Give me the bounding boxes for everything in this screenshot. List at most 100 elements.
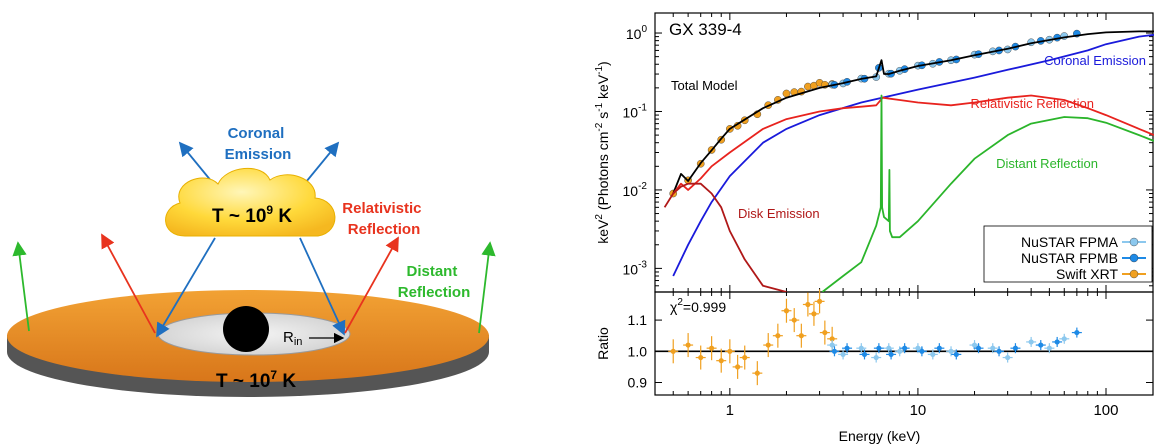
- ratio-data-point: [822, 329, 828, 336]
- ratio-data-point: [996, 348, 1002, 354]
- annotation-distant: Distant Reflection: [996, 156, 1098, 171]
- ratio-axis-label: Ratio: [595, 327, 611, 360]
- ratio-y-tick-label: 1.0: [628, 343, 648, 359]
- ratio-data-point: [709, 345, 715, 351]
- ratio-data-point: [1028, 339, 1034, 345]
- relativistic-reflection-label: Relativistic Reflection: [342, 200, 425, 238]
- y-tick-label: 100: [626, 24, 648, 42]
- ratio-data-point: [953, 351, 959, 358]
- ratio-y-tick-label: 0.9: [628, 375, 648, 391]
- y-tick-label: 10-3: [623, 259, 648, 277]
- distant-arrow-right: [478, 241, 496, 334]
- chi-square-label: χ2=0.999: [670, 297, 726, 315]
- relativistic-arrow-left: [101, 233, 156, 334]
- legend-label: NuSTAR FPMA: [1021, 234, 1119, 250]
- ratio-data-point: [1054, 339, 1060, 345]
- ratio-data-point: [936, 345, 942, 351]
- ratio-data-point: [915, 345, 921, 351]
- ratio-data-point: [765, 342, 771, 348]
- distant-reflection-label: Distant Reflection: [398, 263, 471, 301]
- ratio-data-point: [742, 354, 748, 361]
- ratio-data-point: [670, 348, 676, 354]
- ratio-data-point: [783, 308, 790, 314]
- coronal-emission-arrow-left: [178, 141, 213, 183]
- ratio-data-point: [876, 345, 882, 351]
- ratio-data-point: [930, 351, 936, 358]
- ratio-data-point: [1061, 336, 1067, 342]
- upper-panel-plot: [663, 29, 1154, 292]
- spectrum-chart: 1 10 100 Energy (keV) 100 10-1 10-2 10-3 keV2 (P…: [594, 12, 1154, 444]
- ratio-data-point: [735, 364, 741, 370]
- coronal-emission-arrow-right: [305, 141, 340, 183]
- legend-label: Swift XRT: [1056, 266, 1118, 282]
- ratio-data-point: [718, 358, 724, 364]
- y-axis-label: keV2 (Photons cm-2 s-1 keV-1): [594, 61, 611, 243]
- ratio-data-point: [873, 354, 879, 361]
- annotation-total: Total Model: [671, 78, 738, 93]
- ratio-data-point: [975, 345, 982, 351]
- x-tick-label: 1: [726, 402, 734, 419]
- corona-cloud: T ~ 109 K: [165, 167, 336, 237]
- ratio-y-tick-label: 1.1: [628, 312, 648, 328]
- ratio-data-point: [888, 351, 894, 358]
- legend-box: [983, 225, 1153, 283]
- ratio-data-point: [858, 345, 864, 351]
- corona-temperature-label: T ~ 109 K: [212, 203, 292, 227]
- ratio-data-point: [698, 354, 704, 361]
- ratio-data-point: [775, 333, 781, 339]
- ratio-data-point: [727, 348, 733, 354]
- ratio-data-point: [1074, 329, 1080, 336]
- ratio-data-point: [816, 298, 823, 304]
- ratio-data-point: [1005, 354, 1011, 361]
- corona-to-disk-arrow-right: [299, 237, 346, 336]
- ratio-data-point: [902, 345, 908, 351]
- ratio-data-point: [829, 336, 835, 342]
- annotation-disk: Disk Emission: [738, 206, 820, 221]
- black-hole: [223, 306, 269, 352]
- model-line-coronal-emission: [672, 33, 1154, 277]
- ratio-data-point: [897, 348, 903, 354]
- x-axis-label: Energy (keV): [839, 428, 921, 444]
- legend-swatch-marker: [1129, 269, 1139, 279]
- x-tick-label: 10: [910, 402, 927, 419]
- corona-to-disk-arrow-left: [156, 237, 216, 338]
- x-tick-label: 100: [1093, 402, 1118, 419]
- ratio-data-point: [861, 351, 868, 358]
- ratio-data-point: [948, 348, 954, 354]
- ratio-data-point: [1012, 345, 1019, 351]
- y-tick-label: 10-2: [623, 181, 648, 199]
- disk-temperature-label: T ~ 107 K: [216, 368, 296, 392]
- ratio-data-point: [840, 351, 846, 358]
- y-tick-label: 10-1: [623, 102, 648, 120]
- ratio-data-point: [791, 317, 797, 323]
- lower-panel-frame: [654, 291, 1154, 396]
- spectrum-data-point: [782, 89, 791, 98]
- legend-swatch-marker: [1129, 253, 1139, 263]
- model-line-distant-reflection: [821, 94, 1154, 292]
- ratio-data-point: [831, 348, 838, 354]
- chart-title: GX 339-4: [669, 20, 742, 39]
- ratio-data-point: [844, 345, 850, 351]
- ratio-data-point: [829, 342, 835, 348]
- relativistic-arrow-right: [344, 236, 399, 334]
- ratio-data-point: [919, 348, 925, 354]
- distant-arrow-left: [12, 241, 30, 332]
- ratio-data-point: [1038, 342, 1044, 348]
- ratio-data-point: [1046, 345, 1052, 351]
- ratio-data-point: [811, 311, 817, 317]
- disk-diagram: Rin T ~ 107 K T ~ 109 K Coronal Emission…: [7, 125, 496, 397]
- model-line-disk-emission: [663, 182, 787, 292]
- ratio-data-point: [685, 342, 691, 348]
- legend-label: NuSTAR FPMB: [1021, 250, 1118, 266]
- ratio-data-point: [886, 345, 892, 351]
- coronal-emission-label: Coronal Emission: [225, 125, 292, 163]
- ratio-data-point: [805, 301, 811, 308]
- ratio-data-point: [990, 345, 996, 351]
- rin-label: Rin: [283, 329, 302, 348]
- legend-swatch-marker: [1129, 237, 1139, 247]
- ratio-data-point: [971, 342, 978, 348]
- annotation-coronal: Coronal Emission: [1044, 53, 1146, 68]
- ratio-data-point: [754, 370, 760, 376]
- annotation-relativistic: Relativistic Reflection: [970, 96, 1094, 111]
